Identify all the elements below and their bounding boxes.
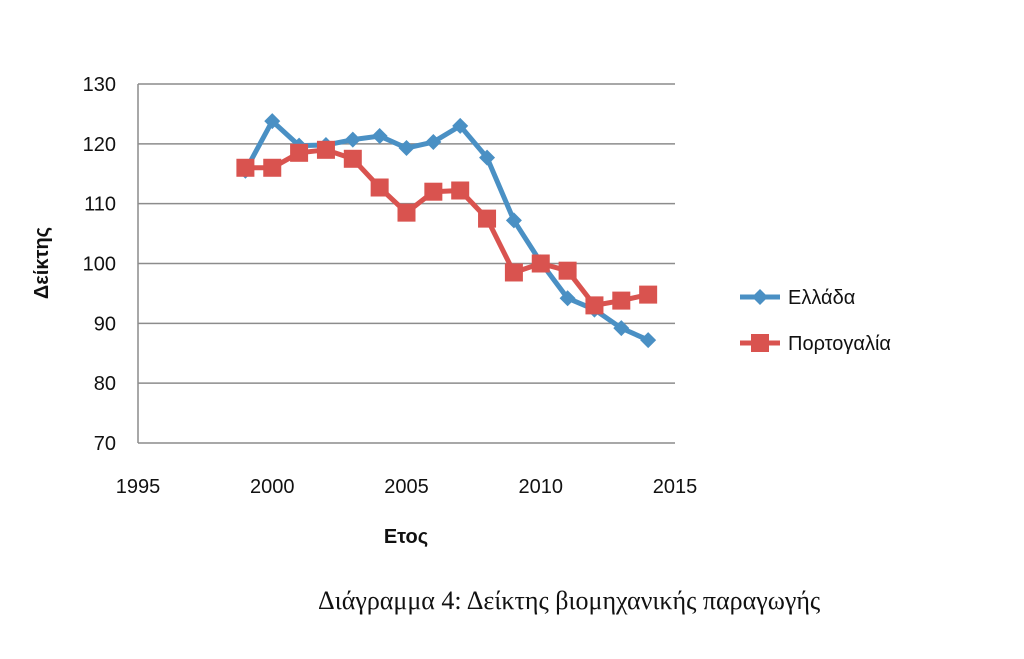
series-line-1 (245, 147, 649, 308)
legend-marker-1 (751, 334, 769, 352)
data-point (585, 296, 604, 315)
data-point (397, 203, 416, 222)
x-tick-label: 2010 (519, 476, 564, 498)
data-point (613, 320, 630, 337)
y-tick-label: 110 (84, 194, 116, 216)
data-point (478, 209, 497, 228)
legend: Ελλάδα Πορτογαλία (740, 287, 891, 355)
data-point (425, 134, 442, 151)
data-point (371, 128, 388, 145)
data-point (612, 291, 631, 310)
x-tick-label: 1995 (116, 476, 161, 498)
x-tick-label: 2015 (653, 476, 698, 498)
y-tick-label: 70 (94, 433, 116, 455)
legend-label-0: Ελλάδα (788, 287, 855, 309)
data-point (398, 140, 415, 157)
legend-item-0: Ελλάδα (740, 287, 855, 309)
data-point (505, 212, 522, 229)
y-tick-label: 130 (83, 74, 116, 96)
legend-item-1: Πορτογαλία (740, 333, 891, 355)
figure-caption: Διάγραμμα 4: Δείκτης βιομηχανικής παραγω… (318, 586, 821, 615)
data-point (344, 131, 361, 148)
data-point (531, 254, 550, 273)
tick-labels: 70 80 90 100 110 120 130 1995 2000 2005 2010 2015 (83, 74, 698, 498)
x-tick-label: 2005 (384, 476, 429, 498)
x-tick-label: 2000 (250, 476, 295, 498)
data-point (504, 263, 523, 282)
data-point (290, 143, 309, 162)
data-point (343, 149, 362, 168)
series-lines (236, 113, 658, 349)
data-point (263, 158, 282, 177)
axes (137, 84, 675, 444)
y-axis-title: Δείκτης (31, 227, 53, 299)
y-tick-label: 80 (94, 373, 116, 395)
data-point (558, 261, 577, 280)
x-axis-title: Ετος (384, 526, 428, 548)
data-point (559, 290, 576, 307)
data-point (640, 332, 657, 349)
data-point (236, 158, 255, 177)
data-point (452, 117, 469, 134)
data-point (316, 140, 335, 159)
data-point (451, 181, 470, 200)
legend-marker-0 (752, 289, 768, 305)
y-tick-label: 100 (83, 254, 116, 276)
data-point (639, 285, 658, 304)
y-tick-label: 90 (94, 313, 116, 335)
series-line-0 (243, 118, 650, 343)
y-tick-label: 120 (83, 134, 116, 156)
data-point (479, 149, 496, 166)
data-point (264, 113, 281, 130)
legend-label-1: Πορτογαλία (788, 333, 891, 355)
data-point (370, 178, 389, 197)
series-1 (236, 140, 658, 315)
gridlines (138, 83, 675, 384)
data-point (424, 182, 443, 201)
